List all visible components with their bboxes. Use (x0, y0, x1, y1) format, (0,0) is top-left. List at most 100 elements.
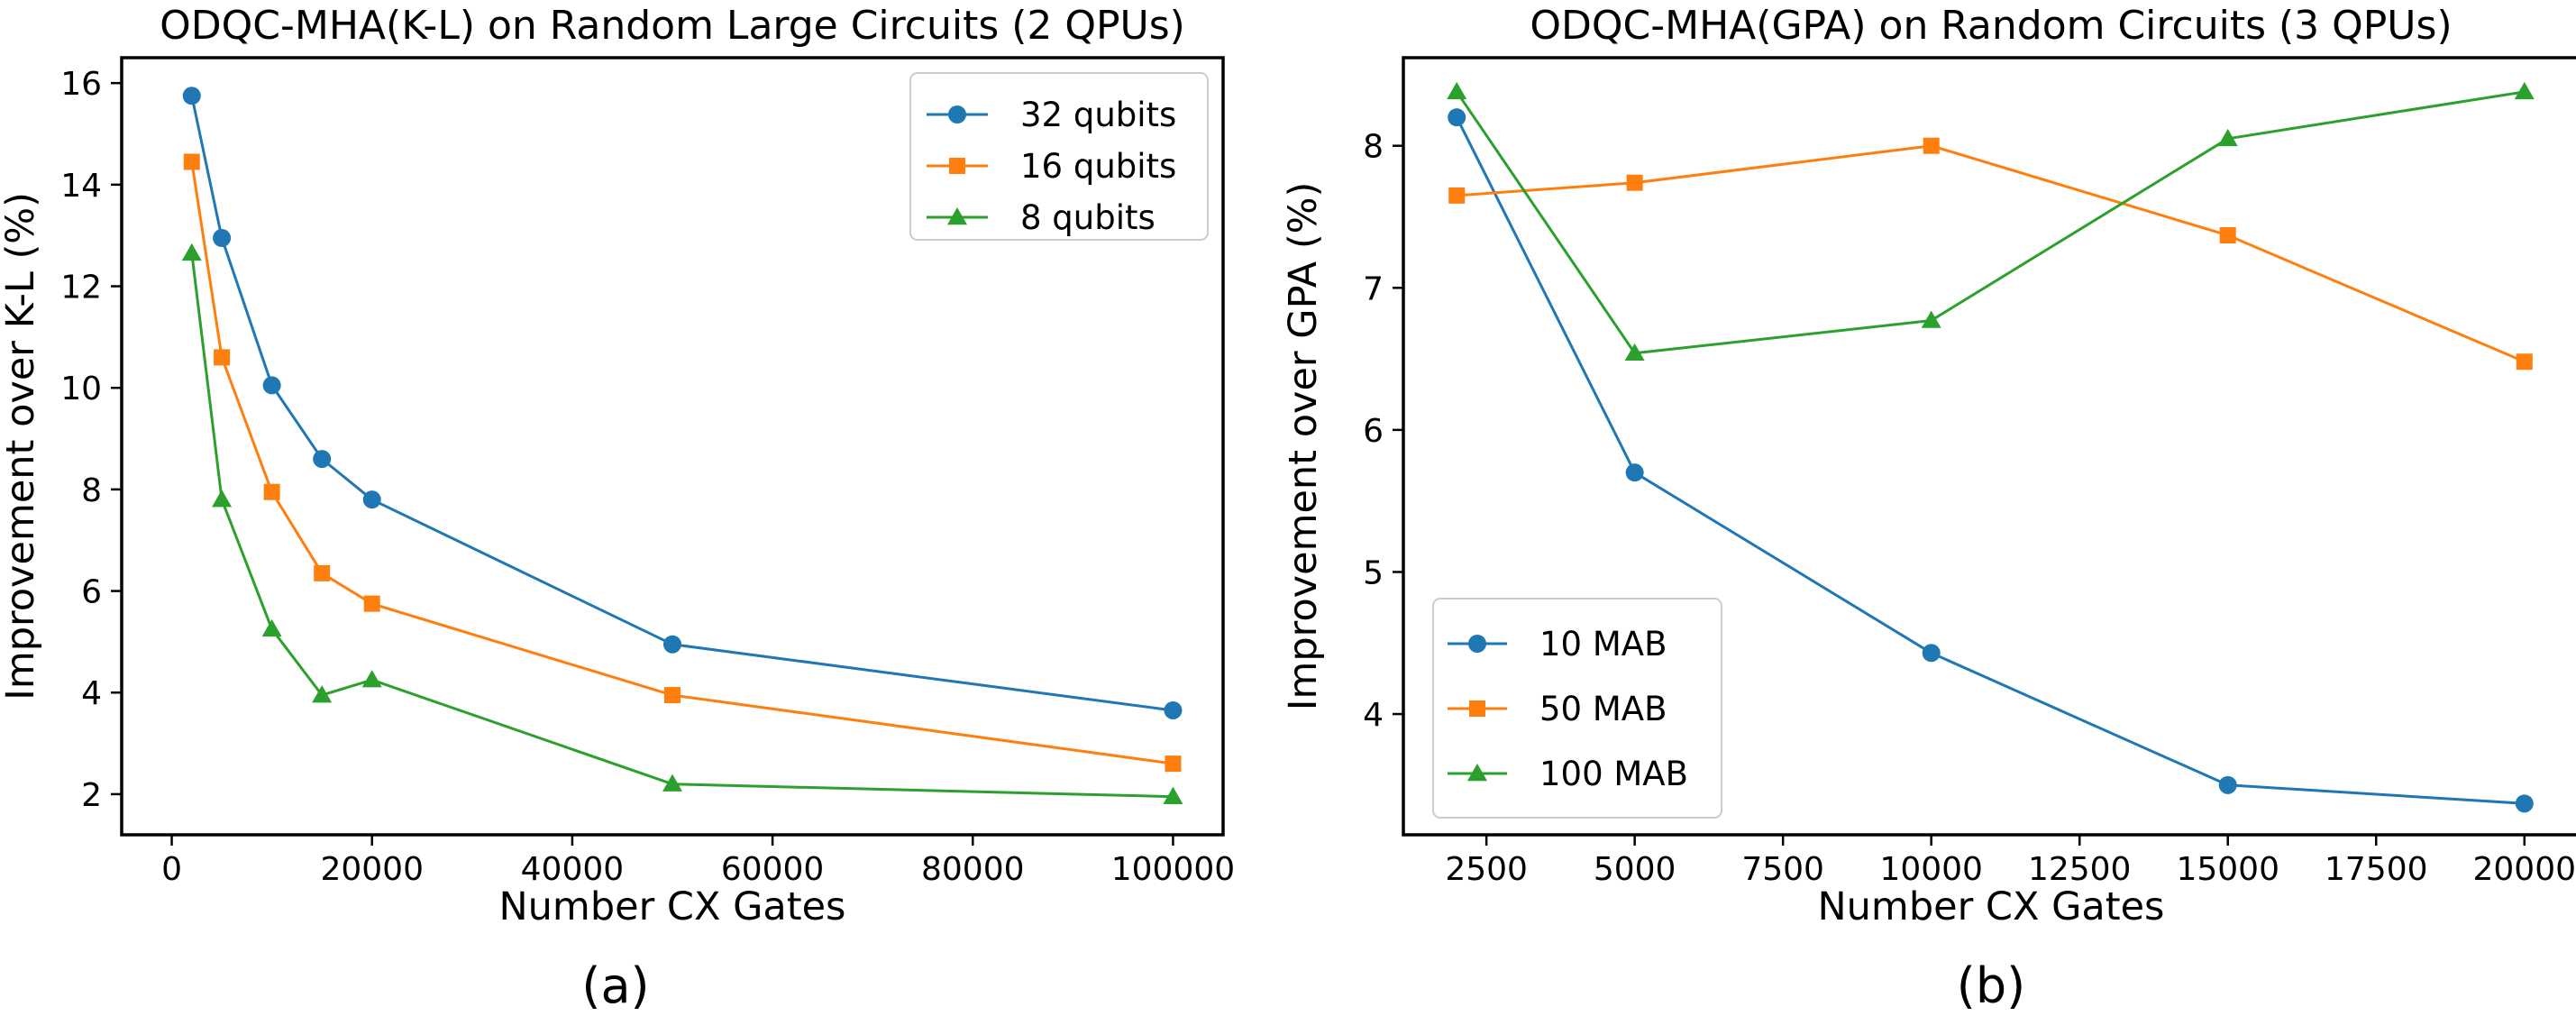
panel-b-series-1-point (1448, 187, 1466, 204)
panel-a-legend: 32 qubits 16 qubits 8 qubits (909, 72, 1209, 241)
panel-a-caption: (a) (581, 957, 649, 1014)
panel-a-series-2 (181, 243, 1183, 804)
panel-b-series-0-point (2218, 775, 2237, 794)
panel-a-y-label: Improvement over K-L (%) (0, 192, 43, 700)
panel-a-legend-entry-0: 32 qubits (927, 96, 1176, 134)
panel-a-series-2-point (312, 685, 333, 703)
panel-b-legend-entries: 10 MAB 50 MAB 100 MAB (1448, 625, 1688, 793)
panel-b-series-2-point (1624, 343, 1645, 362)
panel-a-series-1-point (263, 483, 280, 500)
panel-a-legend-entry-2: 8 qubits (927, 198, 1156, 237)
panel-b-x-tick-label: 7500 (1741, 851, 1824, 888)
panel-b-legend-marker-0 (1468, 635, 1486, 653)
panel-a-series-1-point (664, 687, 681, 704)
panel-b-legend-label-0: 10 MAB (1539, 625, 1667, 664)
panel-b-series-1-point (1923, 137, 1940, 154)
panel-b-x-tick-label: 20000 (2473, 851, 2576, 888)
panel-b-series-1-point (2219, 226, 2236, 243)
panel-b-series-1-point (2516, 353, 2533, 371)
panel-b-y-tick-label: 4 (1363, 697, 1384, 734)
panel-b-legend-entry-1: 50 MAB (1448, 690, 1667, 728)
panel-a-series-1-line (190, 161, 1174, 765)
panel-b-series-0-point (1625, 463, 1644, 482)
panel-b-y-ticks: 4 5 6 7 8 (1363, 129, 1403, 734)
panel-a-y-tick-label: 6 (81, 574, 102, 611)
panel-b-y-tick-label: 7 (1363, 270, 1384, 307)
panel-b-y-label: Improvement over GPA (%) (1281, 182, 1326, 710)
panel-b-x-tick-label: 17500 (2325, 851, 2428, 888)
panel-b-caption: (b) (1957, 957, 2025, 1014)
panel-a-series-1-point (1165, 755, 1182, 773)
panel-b-title: ODQC-MHA(GPA) on Random Circuits (3 QPUs… (1530, 3, 2452, 49)
panel-b-y-tick-label: 5 (1363, 554, 1384, 591)
panel-a-y-tick-label: 10 (60, 371, 102, 407)
panel-a-x-tick-label: 20000 (320, 851, 424, 888)
panel-b-series (1447, 81, 2535, 813)
panel-a-legend-label-1: 16 qubits (1020, 147, 1176, 186)
panel-a-legend-marker-2 (947, 207, 967, 225)
panel-a-y-tick-label: 12 (60, 270, 102, 307)
panel-b-legend-entry-2: 100 MAB (1448, 755, 1688, 793)
panel-a-legend-label-0: 32 qubits (1020, 96, 1176, 134)
panel-b-x-ticks: 2500 5000 7500 10000 12500 15000 17500 20000 (1445, 835, 2576, 888)
panel-b-x-label: Number CX Gates (1818, 884, 2165, 929)
panel-a-x-tick-label: 60000 (721, 851, 825, 888)
panel-a-y-tick-label: 16 (60, 66, 102, 103)
panel-a-series-1-point (183, 153, 200, 170)
panel-b-x-tick-label: 15000 (2176, 851, 2279, 888)
panel-a-title: ODQC-MHA(K-L) on Random Large Circuits (… (160, 3, 1185, 49)
panel-b-series-0-point (1922, 644, 1941, 663)
panel-b: ODQC-MHA(GPA) on Random Circuits (3 QPUs… (1281, 3, 2576, 1014)
panel-b-legend: 10 MAB 50 MAB 100 MAB (1432, 598, 1722, 819)
panel-b-y-tick-label: 6 (1363, 413, 1384, 450)
panel-a-series-0-point (213, 229, 232, 248)
panel-a-series-2-point (212, 490, 233, 508)
panel-a-legend-entry-1: 16 qubits (927, 147, 1176, 186)
panel-a-series-1 (183, 153, 1182, 773)
panel-a: ODQC-MHA(K-L) on Random Large Circuits (… (0, 3, 1235, 1014)
panel-a-series-2-point (361, 670, 382, 688)
panel-b-series-0-point (1448, 108, 1466, 127)
panel-a-series-0 (182, 87, 1183, 719)
panel-b-series-2-point (2514, 81, 2535, 100)
panel-a-series (181, 87, 1183, 804)
panel-b-series-0 (1448, 108, 2534, 813)
panel-a-x-tick-label: 80000 (921, 851, 1025, 888)
panel-b-legend-entry-0: 10 MAB (1448, 625, 1667, 664)
panel-a-legend-label-2: 8 qubits (1020, 198, 1156, 237)
panel-b-series-2 (1447, 81, 2535, 362)
panel-b-series-2-point (1921, 310, 1941, 328)
panel-a-legend-entries: 32 qubits 16 qubits 8 qubits (927, 96, 1176, 237)
panel-b-series-2-point (2217, 128, 2238, 147)
panel-b-legend-marker-1 (1469, 700, 1485, 717)
panel-b-legend-box (1432, 598, 1722, 819)
panel-a-series-2-line (190, 252, 1174, 799)
panel-a-y-tick-label: 2 (81, 777, 102, 814)
panel-a-series-2-point (181, 243, 202, 261)
panel-a-series-0-point (262, 376, 281, 395)
panel-b-y-tick-label: 8 (1363, 129, 1384, 166)
panel-a-y-tick-label: 8 (81, 472, 102, 509)
panel-b-x-tick-label: 10000 (1879, 851, 1983, 888)
panel-b-series-2-line (1455, 90, 2526, 355)
panel-a-series-1-point (214, 349, 231, 366)
panel-b-legend-marker-2 (1467, 764, 1487, 782)
panel-b-x-tick-label: 5000 (1594, 851, 1676, 888)
panel-a-x-tick-label: 0 (161, 851, 182, 888)
panel-a-legend-marker-0 (948, 105, 966, 124)
panel-b-legend-label-1: 50 MAB (1539, 690, 1667, 728)
panel-b-series-1 (1448, 137, 2533, 371)
panel-b-axes-frame (1402, 56, 2576, 837)
panel-a-series-1-point (314, 564, 331, 581)
panel-b-series-0-point (2515, 794, 2534, 813)
panel-a-y-ticks: 2 4 6 8 10 12 14 16 (60, 66, 122, 814)
panel-b-series-1-point (1626, 174, 1643, 191)
panel-a-y-tick-label: 4 (81, 675, 102, 712)
panel-a-series-1-point (363, 595, 380, 612)
panel-a-x-tick-label: 40000 (521, 851, 625, 888)
panel-a-series-0-point (313, 450, 332, 469)
panel-b-x-tick-label: 2500 (1445, 851, 1528, 888)
panel-a-series-2-point (261, 618, 282, 637)
panel-a-legend-marker-1 (949, 158, 965, 174)
